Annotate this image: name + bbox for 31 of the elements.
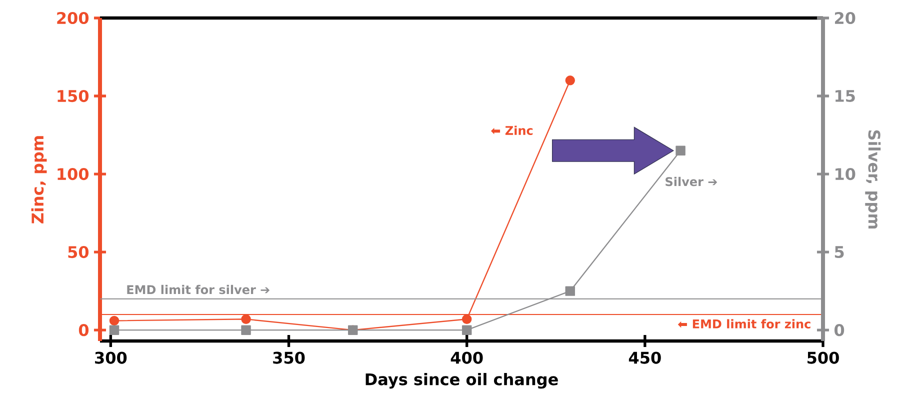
point [565, 286, 576, 296]
x-tick-label: 400 [450, 352, 483, 364]
point [109, 316, 120, 326]
ref-line-label: ⬅ EMD limit for zinc [678, 319, 810, 328]
ref-line-label: EMD limit for silver ➔ [127, 284, 270, 294]
y-tick-label: 100 [58, 168, 89, 180]
point [462, 325, 472, 335]
y-tick-label: 50 [68, 246, 89, 258]
x-axis-title: Days since oil change [366, 372, 558, 389]
series-label: ⬅ Zinc [490, 126, 533, 135]
y-tick-label: 200 [57, 12, 89, 24]
y2-tick-label: 15 [836, 90, 855, 102]
y-tick-label: 0 [78, 324, 89, 336]
x-tick-label: 300 [95, 352, 127, 364]
x-tick-label: 350 [273, 352, 305, 364]
point [676, 146, 686, 156]
y2-tick-label: 5 [834, 246, 844, 258]
y2-tick-label: 10 [836, 168, 856, 180]
point [241, 325, 251, 335]
point [241, 314, 251, 324]
y2-axis-title: Silver, ppm [865, 130, 881, 229]
series-label: Silver ➔ [666, 176, 718, 186]
x-tick-label: 500 [808, 352, 839, 364]
x-tick-label: 450 [628, 352, 661, 364]
y2-tick-label: 0 [834, 324, 844, 336]
y-tick-label: 150 [58, 90, 89, 102]
y-axis-title: Zinc, ppm [31, 136, 47, 224]
y2-tick-label: 20 [834, 12, 856, 24]
point [109, 325, 120, 335]
point [565, 76, 576, 86]
point [462, 314, 472, 324]
